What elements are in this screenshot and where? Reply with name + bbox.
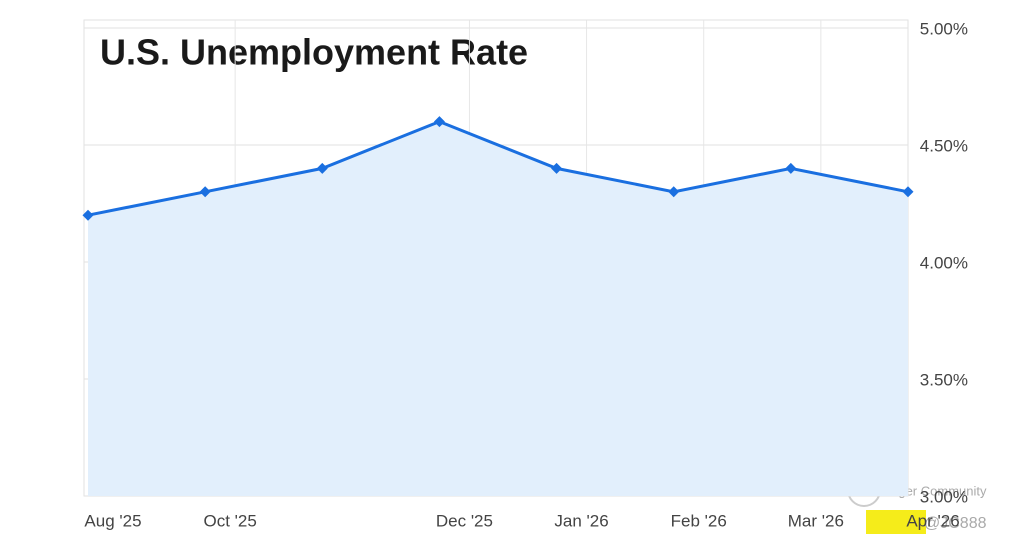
y-tick-label: 4.50% (920, 136, 968, 155)
x-tick-label: Feb '26 (671, 511, 727, 530)
point (785, 162, 797, 174)
area (88, 121, 908, 496)
x-tick-label: Oct '25 (203, 511, 256, 530)
watermark: Tiger Community (888, 483, 987, 498)
point (433, 116, 445, 128)
point (902, 186, 914, 198)
y-tick-label: 3.00% (920, 487, 968, 506)
point (668, 186, 680, 198)
point (199, 186, 211, 198)
highlight (866, 510, 926, 534)
x-tick-label: Jan '26 (554, 511, 608, 530)
y-tick-label: 5.00% (920, 19, 968, 38)
x-tick-label: Apr '26 (906, 511, 959, 530)
point (551, 162, 563, 174)
y-tick-label: 4.00% (920, 253, 968, 272)
x-tick-label: Aug '25 (84, 511, 141, 530)
point (316, 162, 328, 174)
chart-title: U.S. Unemployment Rate (100, 32, 528, 73)
watermark: @JC888 (924, 515, 987, 532)
x-tick-label: Mar '26 (788, 511, 844, 530)
x-tick-label: Dec '25 (436, 511, 493, 530)
line (87, 119, 909, 217)
point (82, 209, 94, 221)
y-tick-label: 3.50% (920, 370, 968, 389)
